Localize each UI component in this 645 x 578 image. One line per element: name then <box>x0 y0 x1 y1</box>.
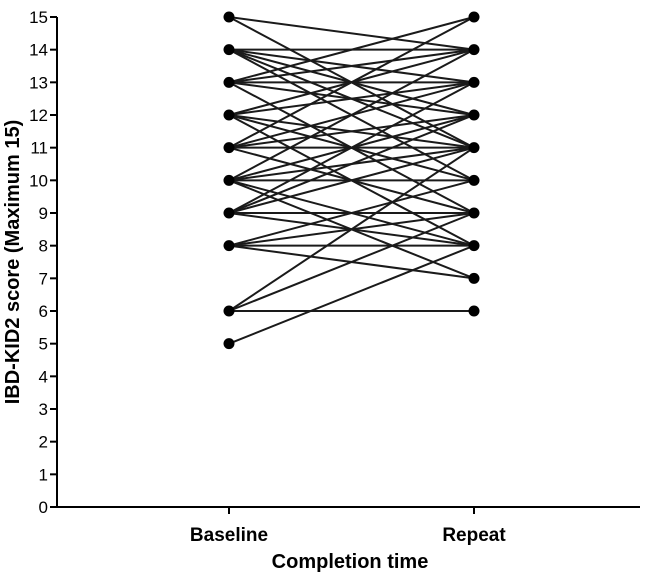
baseline-point <box>223 142 235 154</box>
repeat-point <box>468 44 480 56</box>
y-tick-label: 3 <box>39 400 48 419</box>
baseline-point <box>223 240 235 252</box>
pair-line <box>228 114 475 149</box>
pair-line <box>228 81 475 214</box>
y-tick-label: 5 <box>39 335 48 354</box>
baseline-point <box>223 338 235 350</box>
pair-line <box>228 48 475 84</box>
y-tick-label: 4 <box>39 367 48 386</box>
y-tick-label: 8 <box>39 237 48 256</box>
baseline-point <box>223 207 235 219</box>
y-tick-label: 1 <box>39 465 48 484</box>
baseline-point <box>223 76 235 88</box>
x-tick-label-baseline: Baseline <box>190 525 268 546</box>
pair-line <box>228 48 475 182</box>
pair-line <box>228 244 475 345</box>
repeat-point <box>468 174 480 186</box>
pair-line <box>228 212 475 312</box>
pair-line <box>228 179 475 247</box>
y-tick-label: 0 <box>39 498 48 517</box>
y-tick-label: 9 <box>39 204 48 223</box>
pair-line <box>228 16 475 84</box>
baseline-point <box>223 305 235 317</box>
repeat-point <box>468 240 480 252</box>
pair-line <box>228 146 475 312</box>
y-tick-label: 10 <box>29 171 48 190</box>
pair-line <box>228 16 475 149</box>
x-axis-title: Completion time <box>272 551 429 573</box>
pair-line <box>228 114 475 214</box>
pair-line <box>228 146 475 214</box>
data-points <box>223 11 480 350</box>
repeat-point <box>468 305 480 317</box>
x-tick-label-repeat: Repeat <box>442 525 506 546</box>
baseline-point <box>223 11 235 23</box>
y-axis-title: IBD-KID2 score (Maximum 15) <box>2 120 24 405</box>
y-tick-label: 6 <box>39 302 48 321</box>
y-tick-label: 12 <box>29 106 48 125</box>
pair-line <box>228 16 475 51</box>
y-tick-label: 2 <box>39 433 48 452</box>
repeat-point <box>468 142 480 154</box>
y-tick-label: 15 <box>29 8 48 27</box>
repeat-point <box>468 109 480 121</box>
y-tick-label: 13 <box>29 73 48 92</box>
repeat-point <box>468 11 480 23</box>
baseline-point <box>223 44 235 56</box>
baseline-point <box>223 109 235 121</box>
pair-lines <box>228 16 475 345</box>
pair-line <box>228 81 475 116</box>
repeat-point <box>468 207 480 219</box>
repeat-point <box>468 272 480 284</box>
y-tick-label: 14 <box>29 41 48 60</box>
y-tick-label: 7 <box>39 269 48 288</box>
repeat-point <box>468 76 480 88</box>
y-tick-label: 11 <box>30 139 48 158</box>
baseline-point <box>223 174 235 186</box>
